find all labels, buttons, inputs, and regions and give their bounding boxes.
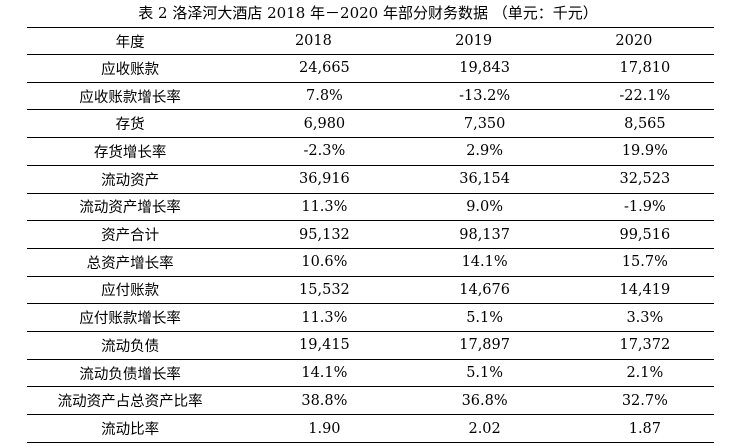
cell-2020: 32,523 [553, 165, 714, 194]
cell-2018: 14.1% [233, 359, 394, 388]
table-row: 流动资产增长率 11.3% 9.0% -1.9% [27, 193, 714, 222]
table-row: 存货 6,980 7,350 8,565 [27, 109, 714, 139]
cell-2018: 36,916 [233, 165, 394, 194]
table-row: 流动资产占总资产比率 38.8% 36.8% 32.7% [27, 386, 714, 416]
row-label: 存货 [27, 109, 234, 139]
header-2020: 2020 [553, 27, 714, 55]
table-row: 流动负债增长率 14.1% 5.1% 2.1% [27, 359, 714, 388]
table-row: 应付账款 15,532 14,676 14,419 [27, 276, 714, 305]
cell-2020: 1.87 [553, 414, 714, 443]
cell-2020: 15.7% [553, 248, 714, 277]
cell-2020: 17,810 [553, 54, 714, 83]
cell-2020: 8,565 [553, 109, 714, 139]
row-label: 流动负债增长率 [27, 359, 234, 388]
row-label: 流动资产 [27, 165, 234, 194]
table-row: 存货增长率 -2.3% 2.9% 19.9% [27, 137, 714, 166]
row-label: 应付账款增长率 [27, 303, 234, 333]
cell-2020: 2.1% [553, 359, 714, 388]
cell-2019: 36.8% [393, 386, 554, 416]
cell-2019: 2.9% [393, 137, 554, 166]
cell-2018: 19,415 [233, 331, 394, 360]
cell-2020: 99,516 [553, 220, 714, 249]
row-label: 应收账款 [27, 54, 234, 83]
cell-2019: 14.1% [393, 248, 554, 277]
header-year: 年度 [27, 27, 234, 55]
cell-2019: 7,350 [393, 109, 554, 139]
cell-2020: -22.1% [553, 82, 714, 111]
table-caption: 表 2 洛泽河大酒店 2018 年－2020 年部分财务数据 （单元：千元） [138, 4, 598, 22]
financial-data-table: 年度 2018 2019 2020 应收账款 24,665 19,843 17,810… [27, 27, 714, 443]
cell-2019: 17,897 [393, 331, 554, 360]
cell-2020: 14,419 [553, 276, 714, 305]
cell-2018: 6,980 [233, 109, 394, 139]
cell-2019: 5.1% [393, 359, 554, 388]
cell-2019: 19,843 [393, 54, 554, 83]
table-row: 应收账款增长率 7.8% -13.2% -22.1% [27, 82, 714, 111]
row-label: 总资产增长率 [27, 248, 234, 277]
cell-2019: 2.02 [393, 414, 554, 443]
cell-2018: -2.3% [233, 137, 394, 166]
cell-2019: 9.0% [393, 193, 554, 222]
table-row: 总资产增长率 10.6% 14.1% 15.7% [27, 248, 714, 277]
cell-2018: 24,665 [233, 54, 394, 83]
cell-2020: -1.9% [553, 193, 714, 222]
header-2018: 2018 [233, 27, 394, 55]
table-row: 应收账款 24,665 19,843 17,810 [27, 54, 714, 83]
row-label: 应收账款增长率 [27, 82, 234, 111]
row-label: 流动比率 [27, 414, 234, 443]
cell-2018: 15,532 [233, 276, 394, 305]
row-label: 存货增长率 [27, 137, 234, 166]
row-label: 资产合计 [27, 220, 234, 249]
table-row: 应付账款增长率 11.3% 5.1% 3.3% [27, 303, 714, 333]
cell-2018: 95,132 [233, 220, 394, 249]
cell-2018: 7.8% [233, 82, 394, 111]
cell-2020: 32.7% [553, 386, 714, 416]
cell-2020: 17,372 [553, 331, 714, 360]
table-row: 流动资产 36,916 36,154 32,523 [27, 165, 714, 194]
cell-2020: 19.9% [553, 137, 714, 166]
row-label: 流动资产占总资产比率 [27, 386, 234, 416]
cell-2018: 11.3% [233, 193, 394, 222]
table-row: 流动比率 1.90 2.02 1.87 [27, 414, 714, 443]
cell-2019: -13.2% [393, 82, 554, 111]
cell-2019: 98,137 [393, 220, 554, 249]
cell-2018: 11.3% [233, 303, 394, 333]
cell-2018: 10.6% [233, 248, 394, 277]
cell-2019: 5.1% [393, 303, 554, 333]
row-label: 流动负债 [27, 331, 234, 360]
row-label: 流动资产增长率 [27, 193, 234, 222]
table-row: 流动负债 19,415 17,897 17,372 [27, 331, 714, 360]
header-2019: 2019 [393, 27, 554, 55]
cell-2019: 36,154 [393, 165, 554, 194]
table-row: 资产合计 95,132 98,137 99,516 [27, 220, 714, 249]
header-row: 年度 2018 2019 2020 [27, 27, 714, 55]
row-label: 应付账款 [27, 276, 234, 305]
cell-2018: 38.8% [233, 386, 394, 416]
cell-2019: 14,676 [393, 276, 554, 305]
cell-2020: 3.3% [553, 303, 714, 333]
table-body: 应收账款 24,665 19,843 17,810 应收账款增长率 7.8% -13.2% -… [27, 54, 714, 443]
cell-2018: 1.90 [233, 414, 394, 443]
